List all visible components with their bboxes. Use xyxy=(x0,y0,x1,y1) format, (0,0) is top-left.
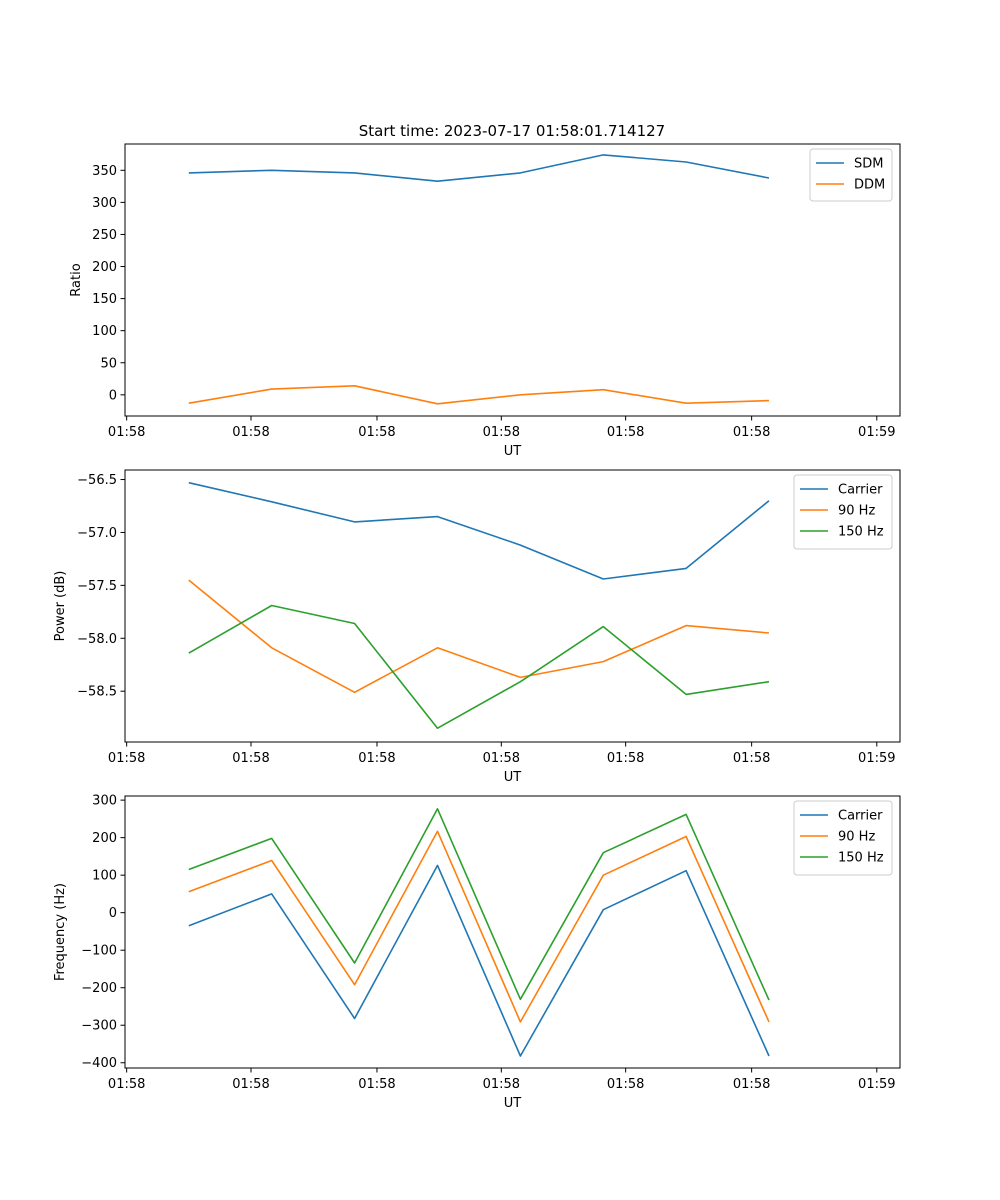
x-tick-label: 01:59 xyxy=(858,425,895,440)
y-axis-label: Power (dB) xyxy=(53,571,68,642)
figure-title: Start time: 2023-07-17 01:58:01.714127 xyxy=(359,122,665,140)
y-tick-label: −58.0 xyxy=(77,632,117,647)
series-line-150-hz xyxy=(188,807,770,1001)
y-axis-label: Frequency (Hz) xyxy=(53,883,68,981)
x-tick-label: 01:58 xyxy=(108,751,145,766)
y-tick-label: −58.5 xyxy=(77,685,117,700)
ratio-panel: 01:58 01:58 01:58 01:58 01:58 01:58 01:59 0 50 10… xyxy=(69,143,901,459)
y-tick-label: −56.5 xyxy=(77,473,117,488)
series-line-90-hz xyxy=(188,830,770,1023)
y-tick-label: −57.0 xyxy=(77,526,117,541)
x-tick-label: 01:58 xyxy=(607,751,644,766)
y-tick-label: 100 xyxy=(92,324,117,339)
x-axis-label: UT xyxy=(504,444,522,459)
y-tick-label: −200 xyxy=(81,981,117,996)
y-tick-label: −57.5 xyxy=(77,579,117,594)
y-tick-label: 100 xyxy=(92,869,117,884)
ratio-axes-frame xyxy=(124,143,901,417)
y-axis-label: Ratio xyxy=(69,263,84,296)
x-tick-label: 01:58 xyxy=(607,425,644,440)
y-tick-label: 50 xyxy=(100,356,117,371)
x-tick-label: 01:58 xyxy=(733,425,770,440)
legend-box xyxy=(809,148,893,202)
y-tick-label: −400 xyxy=(81,1056,117,1071)
legend-label: Carrier xyxy=(838,809,883,824)
series-line-sdm xyxy=(188,154,770,182)
legend-label: DDM xyxy=(854,178,885,193)
y-tick-label: 300 xyxy=(92,196,117,211)
x-tick-label: 01:58 xyxy=(358,1077,395,1092)
x-tick-label: 01:58 xyxy=(733,751,770,766)
frequency-panel: 01:58 01:58 01:58 01:58 01:58 01:58 01:59 −400 −… xyxy=(53,794,901,1111)
x-tick-label: 01:58 xyxy=(483,1077,520,1092)
y-tick-label: −100 xyxy=(81,944,117,959)
legend-label: 90 Hz xyxy=(838,504,875,519)
frequency-axes-frame xyxy=(124,795,901,1069)
x-tick-label: 01:58 xyxy=(232,1077,269,1092)
x-tick-label: 01:58 xyxy=(483,425,520,440)
x-tick-label: 01:59 xyxy=(858,1077,895,1092)
y-tick-label: 200 xyxy=(92,260,117,275)
power-axes-frame xyxy=(124,469,901,743)
x-tick-label: 01:58 xyxy=(108,425,145,440)
x-tick-label: 01:59 xyxy=(858,751,895,766)
y-tick-label: 200 xyxy=(92,831,117,846)
series-line-carrier xyxy=(188,864,770,1057)
series-line-carrier xyxy=(188,481,770,580)
y-tick-label: −300 xyxy=(81,1019,117,1034)
legend-label: 90 Hz xyxy=(838,830,875,845)
legend-label: SDM xyxy=(854,157,883,172)
legend-label: 150 Hz xyxy=(838,851,884,866)
y-tick-label: 0 xyxy=(109,906,117,921)
y-tick-label: 0 xyxy=(109,388,117,403)
series-line-150-hz xyxy=(188,604,770,730)
x-tick-label: 01:58 xyxy=(232,425,269,440)
x-tick-label: 01:58 xyxy=(358,425,395,440)
y-tick-label: 250 xyxy=(92,228,117,243)
x-tick-label: 01:58 xyxy=(108,1077,145,1092)
y-tick-label: 150 xyxy=(92,292,117,307)
x-tick-label: 01:58 xyxy=(607,1077,644,1092)
x-tick-label: 01:58 xyxy=(733,1077,770,1092)
y-tick-label: 350 xyxy=(92,164,117,179)
x-tick-label: 01:58 xyxy=(358,751,395,766)
series-line-ddm xyxy=(188,384,770,405)
legend-label: Carrier xyxy=(838,483,883,498)
x-tick-label: 01:58 xyxy=(232,751,269,766)
power-panel: 01:58 01:58 01:58 01:58 01:58 01:58 01:59 −58.5… xyxy=(53,469,901,785)
series-line-90-hz xyxy=(188,579,770,694)
y-tick-label: 300 xyxy=(92,794,117,809)
x-tick-label: 01:58 xyxy=(483,751,520,766)
x-axis-label: UT xyxy=(504,770,522,785)
x-axis-label: UT xyxy=(504,1096,522,1111)
legend-label: 150 Hz xyxy=(838,525,884,540)
